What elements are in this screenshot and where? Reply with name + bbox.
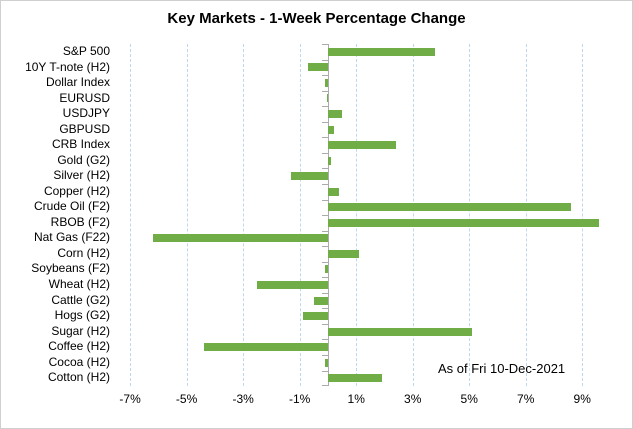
gridline [243, 44, 245, 386]
x-tick-label: -7% [119, 392, 141, 406]
gridline [582, 44, 584, 386]
bar [327, 156, 331, 165]
axis-tick [321, 308, 328, 310]
bar [152, 234, 328, 243]
bar [327, 110, 342, 118]
bar [327, 203, 571, 212]
axis-tick [321, 323, 328, 325]
category-label: GBPUSD [59, 121, 110, 136]
category-label: Hogs (G2) [54, 308, 110, 323]
x-tick-label: -5% [175, 392, 198, 406]
x-tick-label: -1% [289, 392, 311, 406]
bar [327, 141, 396, 149]
axis-tick [321, 90, 328, 92]
axis-tick [321, 183, 328, 185]
category-label: Cocoa (H2) [48, 354, 110, 369]
gridline [299, 44, 301, 386]
bar [327, 47, 436, 56]
y-axis-labels: S&P 500 10Y T-note (H2) Dollar Index EURUSD… [1, 44, 110, 386]
chart-title: Key Markets - 1-Week Percentage Change [167, 10, 466, 27]
bar [203, 343, 328, 352]
bar [302, 312, 328, 320]
category-label: Wheat (H2) [48, 276, 110, 291]
category-label: Cattle (G2) [51, 292, 110, 307]
category-label: Nat Gas (F22) [33, 230, 110, 245]
as-of-date-label: As of Fri 10-Dec-2021 [438, 361, 566, 376]
x-tick-label: 1% [347, 392, 365, 406]
axis-tick [321, 215, 328, 216]
x-tick-label: 9% [573, 392, 591, 406]
category-label: Corn (H2) [57, 245, 110, 260]
bar [308, 63, 328, 72]
axis-tick [321, 246, 328, 248]
axis-tick [321, 354, 328, 356]
axis-tick [321, 292, 328, 294]
category-label: Cotton (H2) [47, 370, 110, 385]
bar [327, 218, 600, 227]
axis-tick [321, 339, 328, 341]
bar [325, 265, 328, 274]
y-axis-line [327, 44, 329, 386]
axis-tick [321, 370, 328, 372]
gridline [356, 44, 358, 386]
x-tick-label: -3% [232, 392, 254, 406]
category-label: EURUSD [59, 90, 110, 105]
bar [325, 78, 328, 87]
category-label: 10Y T-note (H2) [25, 59, 110, 74]
axis-tick [321, 152, 328, 154]
category-label: Coffee (H2) [48, 339, 110, 354]
category-label: RBOB (F2) [50, 214, 110, 229]
gridline [412, 44, 414, 386]
axis-tick [321, 277, 328, 279]
category-label: USDJPY [62, 106, 110, 121]
axis-tick [321, 121, 328, 123]
bar [327, 374, 382, 383]
bar [291, 172, 328, 181]
category-label: CRB Index [51, 137, 110, 152]
bar [257, 281, 328, 289]
bar [325, 358, 328, 367]
bar [327, 187, 340, 196]
x-tick-label: 3% [404, 392, 422, 406]
bar [326, 94, 328, 103]
axis-tick [321, 230, 328, 232]
x-tick-label: 7% [517, 392, 535, 406]
bar [313, 296, 328, 305]
axis-tick [321, 385, 328, 386]
gridline [130, 44, 132, 386]
x-axis-labels: -7% -5% -3% -1% 1% 3% 5% 7% 9% [116, 392, 602, 410]
bar [327, 327, 472, 336]
category-label: Sugar (H2) [51, 323, 110, 338]
category-label: S&P 500 [62, 44, 110, 58]
axis-tick [321, 106, 328, 108]
gridline [186, 44, 188, 386]
x-tick-label: 5% [460, 392, 478, 406]
bar [327, 249, 359, 258]
axis-tick [321, 137, 328, 139]
axis-tick [321, 261, 328, 263]
plot-area [116, 44, 602, 386]
axis-tick [321, 44, 328, 45]
category-label: Copper (H2) [43, 183, 110, 198]
category-label: Dollar Index [45, 75, 110, 90]
category-label: Soybeans (F2) [31, 261, 110, 276]
axis-tick [321, 199, 328, 201]
category-label: Silver (H2) [53, 168, 110, 183]
gridline [469, 44, 471, 386]
axis-tick [321, 75, 328, 77]
axis-tick [321, 168, 328, 170]
bar [327, 125, 334, 134]
gridline [525, 44, 527, 386]
category-label: Gold (G2) [57, 152, 110, 167]
axis-tick [321, 59, 328, 61]
category-label: Crude Oil (F2) [33, 199, 110, 214]
